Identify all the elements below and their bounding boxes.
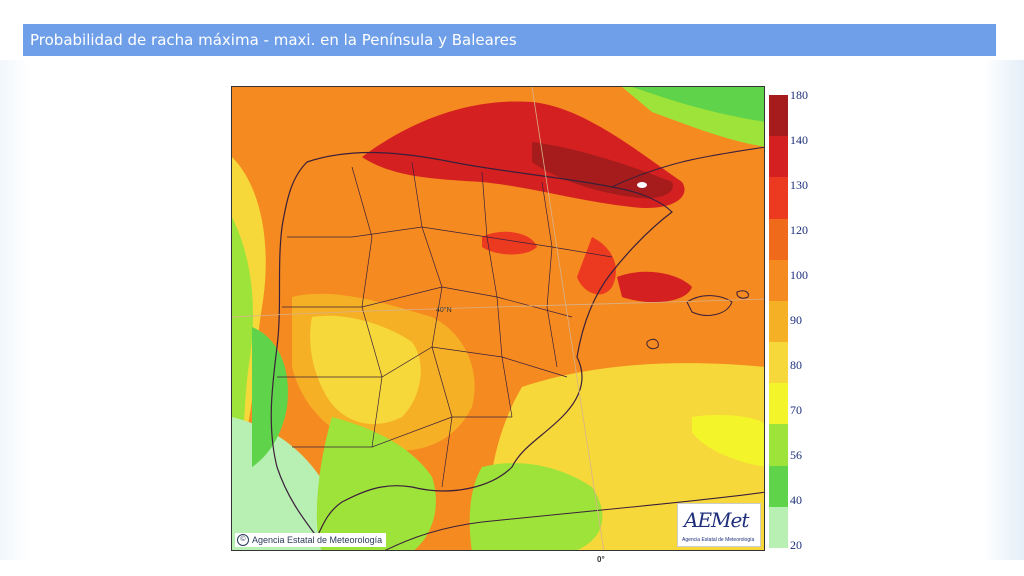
legend-label: 140 <box>790 133 808 147</box>
legend-swatch <box>769 342 788 384</box>
legend-swatch <box>769 177 788 219</box>
province-border-6 <box>282 286 573 318</box>
legend-swatch <box>769 424 788 466</box>
latitude-label: 40°N <box>436 307 452 314</box>
province-border-8 <box>292 416 512 448</box>
legend-label: 90 <box>790 313 802 327</box>
legend-swatch <box>769 506 788 548</box>
logo-subtext: Agencia Estatal de Meteorología <box>682 537 755 543</box>
andalusia-green-zone <box>316 417 436 550</box>
map-white-spot <box>637 182 647 188</box>
legend-label: 180 <box>790 88 808 102</box>
portugal-green-zone <box>252 327 288 467</box>
interior-red-patch-1 <box>482 231 537 255</box>
legend-swatch <box>769 259 788 301</box>
parallel-40-line <box>232 298 764 318</box>
northeast-darkgreen-zone <box>632 87 764 122</box>
central-west-yellow-zone <box>310 315 421 425</box>
legend-label: 40 <box>790 493 802 507</box>
province-border-7 <box>277 346 568 378</box>
legend-label: 120 <box>790 223 808 237</box>
background-decoration-right <box>984 60 1024 560</box>
africa-coastline <box>384 491 764 550</box>
legend-swatch <box>769 95 788 137</box>
background-decoration-left <box>0 60 30 560</box>
southeast-green-zone <box>469 463 603 550</box>
page-title: Probabilidad de racha máxima - maxi. en … <box>23 24 996 56</box>
credit-label: © Agencia Estatal de Meteorología <box>235 533 387 547</box>
color-legend <box>769 95 788 548</box>
balearic-red-patch <box>617 271 692 303</box>
peninsula-coastline <box>270 151 673 539</box>
logo-text: AEMet <box>684 508 749 532</box>
legend-swatch <box>769 218 788 260</box>
ibiza-outline <box>646 338 659 350</box>
legend-swatch <box>769 465 788 507</box>
menorca-outline <box>736 290 749 299</box>
france-coastline <box>611 146 764 188</box>
legend-label: 70 <box>790 403 802 417</box>
credit-text: Agencia Estatal de Meteorología <box>252 535 383 545</box>
forecast-map: © Agencia Estatal de Meteorología AEMet … <box>231 86 765 551</box>
copyright-icon: © <box>237 534 249 546</box>
legend-swatch <box>769 383 788 425</box>
map-svg <box>232 87 764 550</box>
legend-swatch <box>769 300 788 343</box>
east-yellow-zone <box>692 415 764 467</box>
legend-label: 56 <box>790 448 802 462</box>
longitude-label: 0° <box>597 555 605 564</box>
province-border-4 <box>541 181 558 368</box>
mallorca-outline <box>686 295 733 316</box>
legend-label: 100 <box>790 268 808 282</box>
legend-label: 80 <box>790 358 802 372</box>
province-border-2 <box>411 161 453 488</box>
province-border-5 <box>287 226 613 258</box>
legend-label: 20 <box>790 538 802 552</box>
legend-label: 130 <box>790 178 808 192</box>
aemet-logo: AEMet Agencia Estatal de Meteorología <box>677 503 761 547</box>
legend-swatch <box>769 136 788 178</box>
meridian-0-line <box>531 87 605 550</box>
